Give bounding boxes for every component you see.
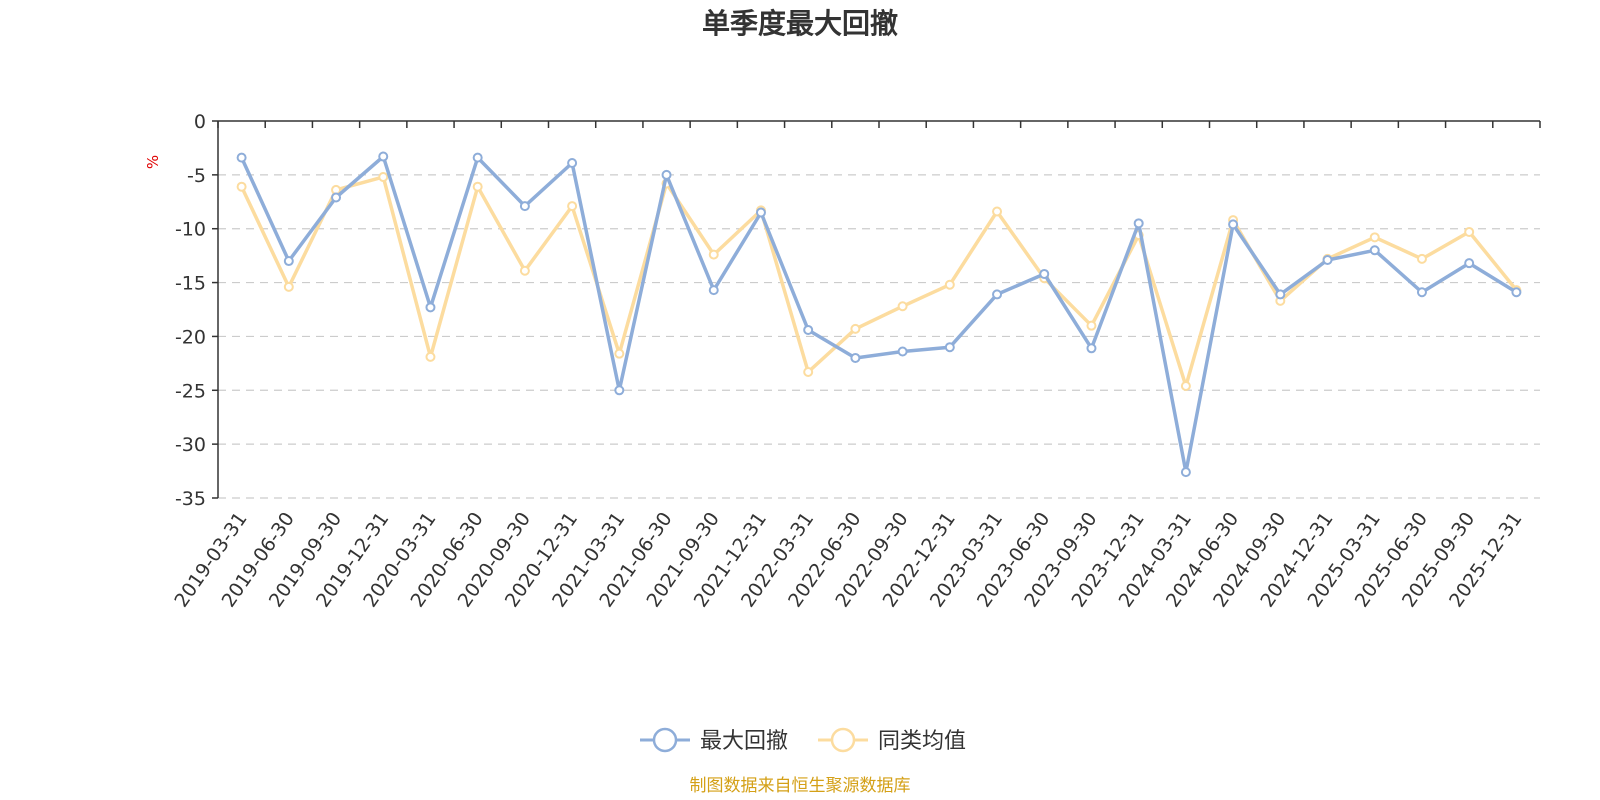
data-point[interactable] (519, 265, 530, 276)
series-line (240, 154, 1518, 474)
data-point[interactable] (236, 152, 247, 163)
chart-title: 单季度最大回撤 (702, 7, 898, 40)
data-point[interactable] (236, 181, 247, 192)
legend-marker (830, 727, 856, 753)
source-note: 制图数据来自恒生聚源数据库 (690, 776, 911, 796)
data-point[interactable] (944, 342, 955, 353)
legend-marker (652, 727, 678, 753)
series-2 (236, 172, 1522, 391)
data-point[interactable] (283, 281, 294, 292)
data-point[interactable] (803, 324, 814, 335)
data-point[interactable] (1180, 380, 1191, 391)
data-point[interactable] (803, 366, 814, 377)
series-1 (236, 151, 1522, 478)
data-point[interactable] (1180, 467, 1191, 478)
x-tick-labels: 2019-03-312019-06-302019-09-302019-12-31… (170, 508, 1526, 611)
y-axis-unit: % (144, 155, 162, 169)
y-tick-label: -30 (175, 434, 206, 456)
data-point[interactable] (1228, 219, 1239, 230)
data-point[interactable] (567, 158, 578, 169)
series-line (240, 175, 1518, 388)
legend-label: 最大回撤 (700, 729, 788, 754)
data-point[interactable] (472, 181, 483, 192)
data-point[interactable] (519, 201, 530, 212)
y-tick-label: -35 (175, 488, 206, 510)
data-point[interactable] (1275, 289, 1286, 300)
data-point[interactable] (944, 279, 955, 290)
data-point[interactable] (472, 152, 483, 163)
data-point[interactable] (850, 323, 861, 334)
data-point[interactable] (1322, 254, 1333, 265)
y-tick-label: -15 (175, 273, 206, 295)
y-tick-label: -10 (175, 219, 206, 241)
y-tick-label: -25 (175, 380, 206, 402)
data-point[interactable] (1416, 287, 1427, 298)
data-point[interactable] (1369, 232, 1380, 243)
data-point[interactable] (850, 352, 861, 363)
legend-item-1[interactable]: 最大回撤 (640, 727, 788, 754)
data-point[interactable] (992, 206, 1003, 217)
legend-item-2[interactable]: 同类均值 (818, 727, 966, 754)
legend: 最大回撤 同类均值 (640, 727, 966, 754)
data-point[interactable] (1086, 320, 1097, 331)
data-point[interactable] (283, 256, 294, 267)
data-point[interactable] (614, 348, 625, 359)
data-point[interactable] (378, 172, 389, 183)
axes (212, 120, 1541, 499)
data-point[interactable] (1511, 287, 1522, 298)
y-tick-label: -5 (187, 165, 206, 187)
data-point[interactable] (1086, 343, 1097, 354)
grid-lines (218, 174, 1540, 499)
data-point[interactable] (1464, 226, 1475, 237)
y-tick-label: -20 (175, 326, 206, 348)
series-layer (236, 151, 1522, 478)
data-point[interactable] (614, 385, 625, 396)
data-point[interactable] (897, 346, 908, 357)
data-point[interactable] (425, 351, 436, 362)
y-tick-labels: 0 -5 -10 -15 -20 -25 -30 -35 (175, 111, 206, 510)
data-point[interactable] (1416, 253, 1427, 264)
data-point[interactable] (897, 301, 908, 312)
data-point[interactable] (1369, 245, 1380, 256)
data-point[interactable] (992, 289, 1003, 300)
data-point[interactable] (755, 207, 766, 218)
y-tick-label: 0 (194, 111, 206, 133)
data-point[interactable] (567, 201, 578, 212)
data-point[interactable] (1133, 218, 1144, 229)
data-point[interactable] (1464, 258, 1475, 269)
data-point[interactable] (1039, 268, 1050, 279)
legend-label: 同类均值 (878, 729, 966, 754)
data-point[interactable] (708, 249, 719, 260)
data-point[interactable] (425, 302, 436, 313)
data-point[interactable] (378, 151, 389, 162)
data-point[interactable] (331, 192, 342, 203)
data-point[interactable] (708, 285, 719, 296)
data-point[interactable] (661, 169, 672, 180)
